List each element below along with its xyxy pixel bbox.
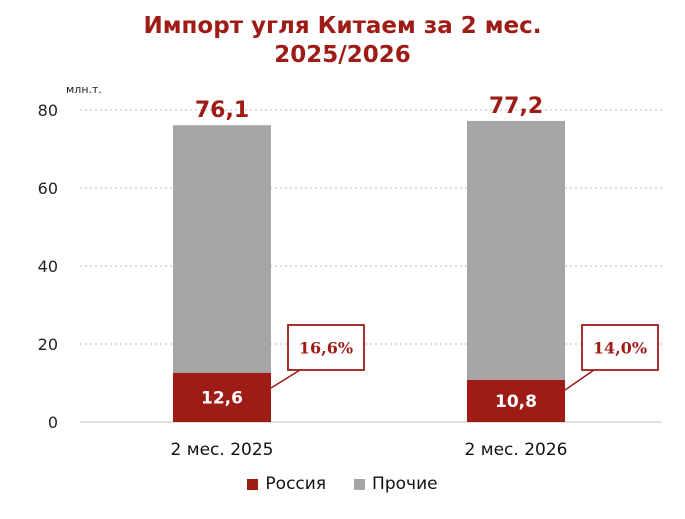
callout-leader-line [564,369,595,391]
y-tick-label: 60 [38,179,58,198]
legend-label-other: Прочие [372,474,438,494]
bar-russia [173,372,271,422]
bar-russia [467,379,565,422]
y-axis-unit-label: млн.т. [66,83,102,96]
y-tick-label: 40 [38,257,58,276]
bar-value-label: 12,6 [201,388,243,408]
chart-title-line-1: Импорт угля Китаем за 2 мес. [143,13,542,39]
legend-item-russia: Россия [247,474,326,494]
callout-share-label: 14,0% [593,339,647,358]
x-tick-label: 2 мес. 2025 [171,440,274,460]
bar-total-label: 76,1 [195,98,249,123]
bar-other [467,120,565,380]
y-tick-label: 20 [38,335,58,354]
callout-share-label: 16,6% [299,339,353,358]
legend-label-russia: Россия [265,474,327,494]
chart-title: Импорт угля Китаем за 2 мес. 2025/2026 [0,12,685,70]
chart-title-line-2: 2025/2026 [274,42,411,68]
chart-area: 0 20 40 60 80 млн.т. 12,6 76,1 2 мес. 2025 16,6% 1… [38,83,662,460]
legend-swatch-russia [247,478,259,490]
callout-leader-line [270,369,301,389]
y-tick-label: 80 [38,101,58,120]
legend-swatch-other [354,478,366,490]
callout-box [287,324,365,371]
bar-other [173,125,271,373]
legend-item-other: Прочие [354,474,438,494]
bar-value-label: 10,8 [495,392,537,412]
callout-box [581,324,659,371]
y-tick-label: 0 [48,413,58,432]
x-tick-label: 2 мес. 2026 [465,440,568,460]
bar-total-label: 77,2 [489,94,543,119]
legend: Россия Прочие [0,474,685,494]
